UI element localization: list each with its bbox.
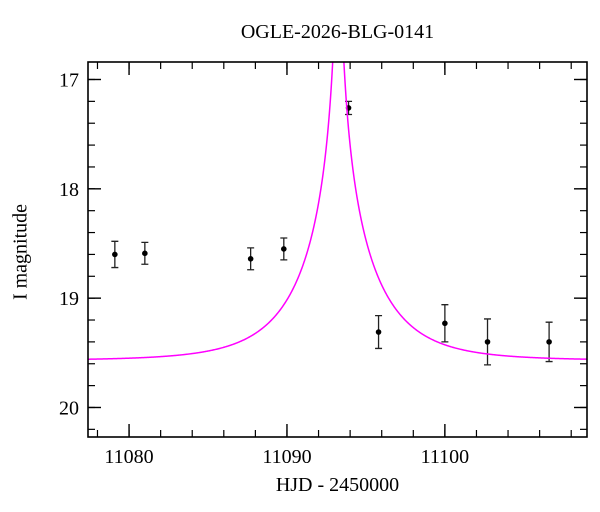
- x-axis-label: HJD - 2450000: [275, 474, 400, 496]
- data-point: [546, 339, 552, 345]
- plot-frame: [87, 61, 588, 438]
- data-point: [281, 246, 287, 252]
- y-tick-label: 18: [59, 179, 79, 201]
- x-tick-label: 11100: [421, 446, 470, 468]
- data-point: [484, 339, 491, 345]
- model-light-curve: [88, 62, 587, 360]
- data-point: [247, 255, 254, 262]
- data-point: [375, 329, 382, 335]
- y-tick-label: 19: [59, 288, 79, 310]
- data-point: [142, 250, 148, 257]
- x-tick-label: 11090: [262, 446, 311, 468]
- data-point: [112, 251, 118, 258]
- y-tick-label: 17: [59, 69, 79, 91]
- chart-title: OGLE-2026-BLG-0141: [240, 21, 435, 43]
- y-tick-label: 20: [59, 397, 79, 419]
- data-point: [442, 320, 448, 327]
- x-tick-label: 11080: [104, 446, 153, 468]
